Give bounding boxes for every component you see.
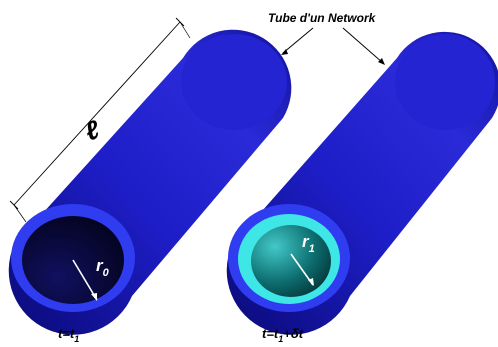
right-radius-arrowhead [308, 278, 314, 286]
left-radius-arrowhead [91, 293, 97, 301]
network-pointer-left-head [281, 49, 288, 55]
left-time-caption: t=t1 [58, 326, 79, 344]
left-tube-far-end [181, 34, 287, 130]
right-tube-far-end [395, 34, 495, 130]
network-pointer-right [342, 27, 384, 64]
network-pointer-left [282, 27, 314, 54]
right-tube-bore [251, 225, 331, 297]
right-time-caption: t=t1+δt [262, 326, 304, 344]
length-label: ℓ [81, 114, 104, 147]
network-annotation: Tube d'un Network [268, 11, 385, 65]
network-label: Tube d'un Network [268, 11, 377, 25]
right-tube: r1 [226, 31, 498, 335]
length-extension-top [179, 21, 191, 39]
left-tube: r0 [8, 29, 292, 335]
length-dimension-line [13, 21, 181, 206]
length-extension-bottom [13, 204, 27, 223]
right-radius-label: r1 [302, 232, 315, 255]
network-pointer-right-head [378, 58, 385, 65]
left-radius-label: r0 [96, 256, 110, 279]
left-radius-arrow [72, 259, 98, 301]
